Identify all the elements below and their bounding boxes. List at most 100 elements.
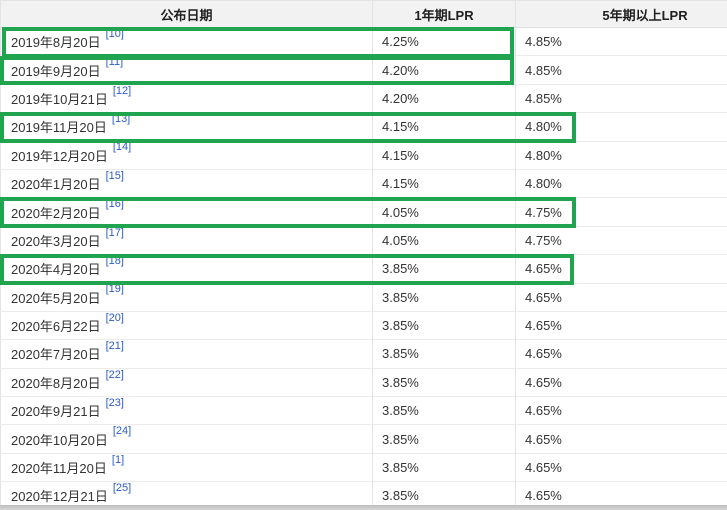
citation-link[interactable]: [10] [105,28,124,40]
table-row: 2020年8月20日 [22] 3.85% 4.65% [0,368,727,398]
lpr-5y-value: 4.65% [516,340,727,369]
table-row: 2020年6月22日 [20] 3.85% 4.65% [0,311,727,341]
lpr-1y-value: 4.15% [373,169,516,199]
lpr-1y-value: 3.85% [373,368,516,398]
table-row: 2020年11月20日 [1] 3.85% 4.65% [0,453,727,483]
table-row: 2019年10月21日 [12] 4.20% 4.85% [0,84,727,114]
publish-date: 2019年12月20日 [11,148,108,164]
citation-link[interactable]: [20] [105,311,124,324]
table-row: 2020年4月20日 [18] 3.85% 4.65% [0,255,727,284]
publish-date-cell: 2019年8月20日 [10] [0,28,373,57]
table-row: 2020年1月20日 [15] 4.15% 4.80% [0,169,727,199]
citation-link[interactable]: [1] [111,453,125,466]
citation-link[interactable]: [24] [112,425,132,438]
table-header-row: 公布日期 1年期LPR 5年期以上LPR [0,0,727,28]
citation-link[interactable]: [12] [112,84,132,97]
lpr-5y-value: 4.65% [516,368,727,398]
citation-link[interactable]: [23] [105,397,124,409]
publish-date: 2019年10月21日 [11,91,108,107]
citation-link[interactable]: [22] [105,368,124,381]
publish-date-cell: 2020年9月21日 [23] [0,397,373,426]
table-row: 2020年9月21日 [23] 3.85% 4.65% [0,397,727,426]
publish-date-cell: 2020年11月20日 [1] [0,453,373,483]
lpr-1y-value: 4.25% [373,28,516,57]
column-header-lpr-1y: 1年期LPR [373,0,516,28]
lpr-5y-value: 4.65% [516,255,727,284]
lpr-5y-value: 4.80% [516,169,727,199]
table-row: 2020年5月20日 [19] 3.85% 4.65% [0,283,727,312]
lpr-1y-value: 4.15% [373,113,516,142]
publish-date: 2020年5月20日 [11,290,101,306]
publish-date: 2020年6月22日 [11,319,101,335]
lpr-5y-value: 4.80% [516,113,727,142]
publish-date: 2020年1月20日 [11,177,101,193]
lpr-5y-value: 4.85% [516,84,727,114]
horizontal-scrollbar[interactable] [0,505,727,510]
publish-date-cell: 2020年8月20日 [22] [0,368,373,398]
publish-date-cell: 2019年10月21日 [12] [0,84,373,114]
lpr-5y-value: 4.65% [516,397,727,426]
table-row: 2019年8月20日 [10] 4.25% 4.85% [0,28,727,57]
publish-date-cell: 2020年10月20日 [24] [0,425,373,454]
lpr-1y-value: 4.05% [373,198,516,227]
publish-date-cell: 2020年7月20日 [21] [0,340,373,369]
table-row: 2020年3月20日 [17] 4.05% 4.75% [0,226,727,256]
citation-link[interactable]: [17] [105,226,124,239]
publish-date: 2019年8月20日 [11,35,101,51]
table-row: 2019年12月20日 [14] 4.15% 4.80% [0,141,727,170]
table-row: 2020年7月20日 [21] 3.85% 4.65% [0,340,727,369]
publish-date-cell: 2019年11月20日 [13] [0,113,373,142]
citation-link[interactable]: [14] [112,141,132,154]
citation-link[interactable]: [11] [105,56,124,69]
citation-link[interactable]: [15] [105,169,124,182]
lpr-1y-value: 3.85% [373,453,516,483]
publish-date: 2020年4月20日 [11,262,101,278]
lpr-5y-value: 4.65% [516,311,727,341]
citation-link[interactable]: [21] [105,340,124,353]
table-row: 2020年12月21日[25] 3.85% 4.65% [0,482,727,510]
table-row: 2020年10月20日 [24] 3.85% 4.65% [0,425,727,454]
publish-date-cell: 2020年1月20日 [15] [0,169,373,199]
publish-date: 2020年8月20日 [11,375,101,391]
citation-link[interactable]: [16] [105,198,124,211]
publish-date-cell: 2020年6月22日 [20] [0,311,373,341]
lpr-5y-value: 4.75% [516,198,727,227]
citation-link[interactable]: [13] [111,113,131,126]
lpr-5y-value: 4.65% [516,425,727,454]
column-header-publish-date: 公布日期 [0,0,373,28]
table-body: 2019年8月20日 [10] 4.25% 4.85% 2019年9月20日 [11] 4.… [0,28,727,510]
lpr-1y-value: 4.20% [373,56,516,85]
lpr-5y-value: 4.85% [516,56,727,85]
table-row: 2019年9月20日 [11] 4.20% 4.85% [0,56,727,85]
publish-date: 2019年11月20日 [11,120,107,136]
publish-date: 2020年7月20日 [11,347,101,363]
publish-date: 2020年10月20日 [11,432,108,448]
publish-date-cell: 2019年9月20日 [11] [0,56,373,85]
lpr-1y-value: 4.20% [373,84,516,114]
publish-date-cell: 2020年3月20日 [17] [0,226,373,256]
lpr-5y-value: 4.75% [516,226,727,256]
lpr-5y-value: 4.65% [516,453,727,483]
lpr-1y-value: 3.85% [373,425,516,454]
publish-date: 2019年9月20日 [11,63,101,79]
publish-date: 2020年12月21日 [11,489,108,505]
lpr-1y-value: 3.85% [373,283,516,312]
lpr-1y-value: 3.85% [373,311,516,341]
lpr-1y-value: 4.15% [373,141,516,170]
lpr-1y-value: 3.85% [373,255,516,284]
citation-link[interactable]: [18] [105,255,124,267]
publish-date: 2020年2月20日 [11,205,101,221]
citation-link[interactable]: [19] [105,283,124,296]
table-row: 2019年11月20日 [13] 4.15% 4.80% [0,113,727,142]
lpr-5y-value: 4.80% [516,141,727,170]
lpr-1y-value: 3.85% [373,340,516,369]
publish-date-cell: 2019年12月20日 [14] [0,141,373,170]
citation-link[interactable]: [25] [112,482,132,495]
lpr-5y-value: 4.65% [516,283,727,312]
publish-date: 2020年3月20日 [11,233,101,249]
publish-date: 2020年11月20日 [11,461,107,477]
publish-date-cell: 2020年2月20日 [16] [0,198,373,227]
publish-date-cell: 2020年4月20日 [18] [0,255,373,284]
